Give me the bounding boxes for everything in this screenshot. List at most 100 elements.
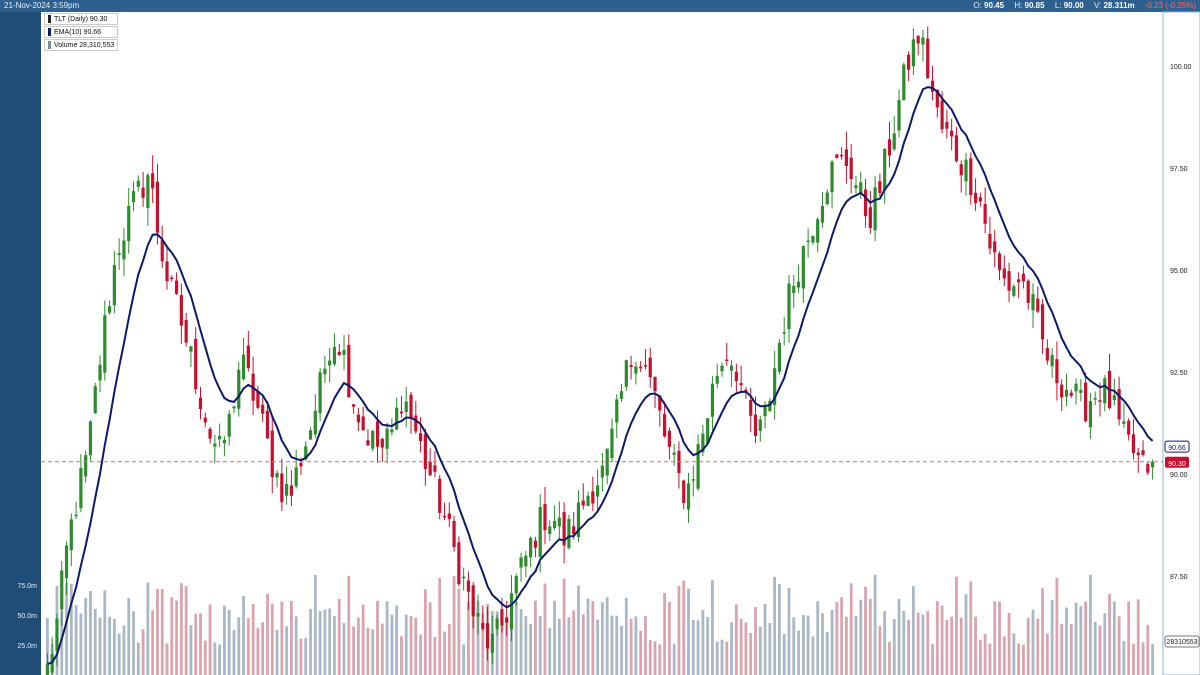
- candle-body: [816, 219, 820, 243]
- volume-bar: [538, 615, 542, 675]
- volume-bar: [356, 617, 360, 675]
- candle-body: [1036, 298, 1040, 312]
- candle-body: [122, 240, 126, 260]
- candle-body: [1031, 294, 1035, 311]
- volume-bar: [534, 600, 537, 675]
- candle-body: [835, 154, 839, 158]
- candle-body: [830, 161, 834, 193]
- volume-bar: [1141, 642, 1145, 675]
- candle-body: [653, 376, 657, 392]
- volume-bar: [691, 620, 695, 675]
- ema-badge-label: 90.66: [1168, 445, 1186, 452]
- candle-body: [304, 446, 308, 460]
- candle-body: [1151, 461, 1155, 468]
- volume-bar: [711, 580, 714, 675]
- candle-body: [399, 411, 404, 414]
- candle-body: [117, 253, 121, 256]
- volume-bar: [98, 617, 102, 675]
- volume-bar: [366, 627, 370, 675]
- candle-body: [806, 240, 810, 243]
- volume-bar: [333, 616, 336, 675]
- volume-bar: [45, 618, 49, 675]
- candle-body: [734, 371, 738, 382]
- candle-body: [285, 484, 289, 496]
- ema-badge: [1164, 440, 1190, 453]
- candle-body: [428, 461, 432, 476]
- candle-body: [447, 513, 451, 520]
- candle-body: [600, 465, 604, 478]
- volume-bar: [706, 616, 710, 675]
- volume-bar: [438, 577, 442, 675]
- candle-body: [308, 430, 313, 440]
- candle-body: [141, 187, 145, 198]
- price-tick-label: 100.00: [1170, 64, 1192, 71]
- volume-bar: [395, 605, 399, 675]
- volume-bar: [749, 632, 753, 675]
- volume-bar: [644, 616, 647, 675]
- volume-bar: [246, 617, 250, 675]
- volume-bar: [385, 601, 389, 675]
- candle-body: [844, 149, 849, 166]
- candle-body: [390, 429, 394, 433]
- candle-body: [1088, 401, 1093, 428]
- volume-bar: [921, 614, 925, 675]
- candle-body: [691, 479, 695, 481]
- volume-bar: [232, 630, 236, 675]
- volume-bar: [1079, 606, 1083, 675]
- candle-body: [863, 189, 868, 217]
- volume-bar: [1136, 599, 1140, 675]
- candle-body: [481, 622, 485, 629]
- candle-body: [237, 369, 241, 409]
- volume-bar: [108, 616, 111, 675]
- volume-bar: [787, 588, 791, 675]
- volume-bar: [553, 600, 556, 675]
- volume-bar: [223, 605, 226, 675]
- volume-bar: [600, 602, 604, 675]
- volume-bar: [342, 623, 346, 675]
- candle-body: [581, 500, 585, 506]
- volume-bar: [543, 583, 547, 675]
- candle-body: [840, 154, 844, 157]
- candle-body: [318, 372, 322, 414]
- candle-body: [969, 158, 973, 196]
- candle-body: [1002, 268, 1006, 279]
- volume-bar: [648, 640, 652, 675]
- volume-bar: [409, 615, 413, 675]
- candle-body: [418, 433, 423, 442]
- candle-body: [1122, 421, 1126, 424]
- volume-bar: [179, 583, 183, 675]
- volume-bar: [768, 623, 772, 675]
- volume-bar: [505, 619, 509, 675]
- last-price-badge: [1165, 456, 1189, 468]
- volume-badge: [1164, 635, 1200, 648]
- candle-body: [619, 391, 624, 399]
- candle-body: [643, 365, 648, 367]
- volume-bar: [1089, 574, 1092, 675]
- volume-bar: [203, 640, 207, 675]
- volume-bar: [1098, 625, 1102, 675]
- candle-body: [270, 430, 274, 478]
- candle-body: [868, 207, 872, 228]
- volume-value: 28.311m: [1103, 1, 1135, 10]
- price-tick-label: 95.00: [1170, 268, 1188, 275]
- legend-ema-label: EMA(10) 90.66: [54, 28, 102, 36]
- candle-body: [1141, 450, 1145, 455]
- legend-volume-swatch: [48, 41, 51, 49]
- volume-bar: [227, 609, 231, 675]
- volume-bar: [663, 592, 666, 675]
- candle-body: [978, 197, 982, 202]
- volume-bar: [1117, 616, 1121, 675]
- volume-bar: [955, 576, 958, 675]
- candle-body: [567, 518, 571, 549]
- candle-body: [1131, 434, 1136, 454]
- volume-bar: [347, 575, 351, 675]
- volume-bar: [290, 600, 293, 675]
- top-bar: 21-Nov-2024 3:59pm O: 90.45 H: 90.85 L: …: [0, 0, 1200, 12]
- candle-body: [930, 80, 935, 92]
- plot-background: [41, 12, 1163, 675]
- volume-bar: [242, 595, 245, 675]
- candle-body: [715, 376, 719, 384]
- ema-line: [47, 86, 1154, 666]
- candle-body: [1012, 286, 1016, 296]
